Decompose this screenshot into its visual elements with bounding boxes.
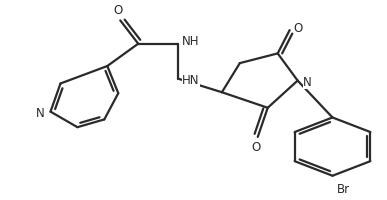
Text: NH: NH <box>182 35 200 48</box>
Text: Br: Br <box>336 183 349 196</box>
Text: HN: HN <box>182 74 200 87</box>
Text: N: N <box>303 76 312 89</box>
Text: O: O <box>251 141 260 154</box>
Text: O: O <box>114 4 123 17</box>
Text: N: N <box>36 107 45 120</box>
Text: O: O <box>294 22 303 35</box>
